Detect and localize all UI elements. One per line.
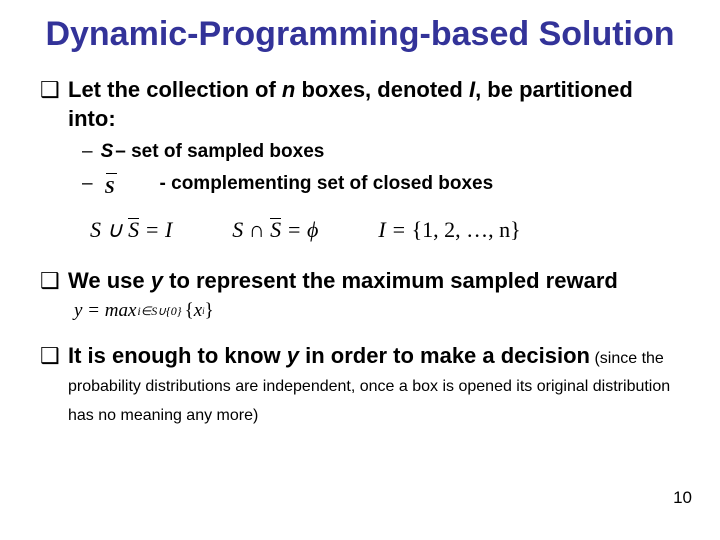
formula-y: y = maxi∈S∪{0}{xi} bbox=[74, 299, 214, 324]
bullet-3-text: It is enough to know y in order to make … bbox=[68, 342, 680, 428]
bullet-1: ❑ Let the collection of n boxes, denoted… bbox=[40, 76, 680, 133]
text-fragment: - complementing set of closed boxes bbox=[123, 171, 494, 197]
bullet-2: ❑ We use y to represent the maximum samp… bbox=[40, 267, 680, 324]
text-fragment: S ∪ bbox=[90, 217, 128, 243]
bullet-3: ❑ It is enough to know y in order to mak… bbox=[40, 342, 680, 428]
formula-row: S ∪ S = I S ∩ S = ϕ I = {1, 2, …, n} bbox=[90, 217, 680, 243]
bullet-2-text: We use y to represent the maximum sample… bbox=[68, 267, 680, 324]
text-fragment: = I bbox=[139, 217, 172, 243]
page-number: 10 bbox=[673, 488, 692, 508]
var-x: x bbox=[194, 299, 202, 324]
text-fragment: to represent the maximum sampled reward bbox=[163, 268, 618, 293]
text-fragment: boxes, denoted bbox=[295, 77, 469, 102]
formula-subscript: i∈S∪{0} bbox=[137, 304, 181, 320]
text-fragment: – set of sampled boxes bbox=[115, 139, 324, 165]
text-fragment: in order to make a decision bbox=[299, 343, 590, 368]
subbullet-1-text: S – set of sampled boxes bbox=[101, 139, 325, 165]
text-fragment: y = max bbox=[74, 299, 136, 324]
text-fragment: It is enough to know bbox=[68, 343, 287, 368]
var-y: y bbox=[151, 268, 163, 293]
text-fragment: We use bbox=[68, 268, 151, 293]
dash-marker-icon: – bbox=[82, 139, 93, 165]
dash-marker-icon: – bbox=[82, 171, 93, 197]
bullet-marker-icon: ❑ bbox=[40, 76, 58, 105]
bullet-marker-icon: ❑ bbox=[40, 342, 58, 371]
s-bar-icon bbox=[105, 176, 119, 192]
slide: Dynamic-Programming-based Solution ❑ Let… bbox=[0, 0, 720, 540]
formula-setI: I = {1, 2, …, n} bbox=[378, 217, 520, 243]
var-S: S bbox=[101, 139, 114, 165]
brace-icon: } bbox=[205, 299, 214, 324]
formula-intersect: S ∩ S = ϕ bbox=[232, 217, 318, 243]
s-bar-icon: S bbox=[128, 217, 139, 243]
slide-title: Dynamic-Programming-based Solution bbox=[40, 15, 680, 54]
subbullet-2: – - complementing set of closed boxes bbox=[82, 171, 680, 197]
bullet-1-text: Let the collection of n boxes, denoted I… bbox=[68, 76, 680, 133]
subbullet-2-text: - complementing set of closed boxes bbox=[101, 171, 494, 197]
s-bar-icon: S bbox=[270, 217, 281, 243]
text-fragment: S ∩ bbox=[232, 217, 270, 243]
text-fragment: {1, 2, …, n} bbox=[412, 217, 521, 243]
text-fragment: I = bbox=[378, 217, 411, 243]
var-y: y bbox=[287, 343, 299, 368]
subbullet-1: – S – set of sampled boxes bbox=[82, 139, 680, 165]
bullet-marker-icon: ❑ bbox=[40, 267, 58, 296]
brace-icon: { bbox=[185, 299, 194, 324]
text-fragment: = ϕ bbox=[281, 217, 318, 243]
formula-union: S ∪ S = I bbox=[90, 217, 172, 243]
var-n: n bbox=[282, 77, 295, 102]
text-fragment: Let the collection of bbox=[68, 77, 282, 102]
